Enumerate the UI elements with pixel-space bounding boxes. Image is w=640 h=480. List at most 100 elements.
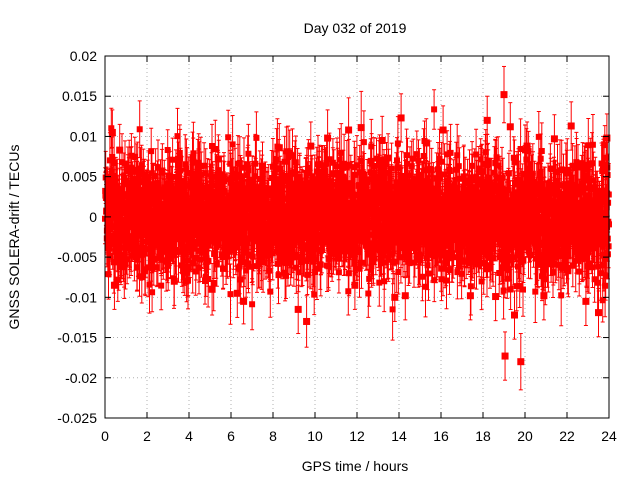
data-point	[108, 109, 116, 156]
y-tick-label: 0	[89, 209, 97, 225]
point-marker	[422, 139, 430, 147]
point-marker	[517, 358, 525, 366]
x-tick-label: 12	[349, 428, 365, 444]
x-tick-label: 8	[269, 428, 277, 444]
point-marker	[550, 135, 558, 143]
y-tick-label: -0.02	[65, 370, 97, 386]
data-point	[345, 97, 353, 163]
point-marker	[466, 292, 474, 300]
data-point	[511, 290, 518, 340]
point-marker	[378, 136, 386, 144]
x-tick-label: 2	[143, 428, 151, 444]
point-marker	[294, 305, 302, 313]
point-marker	[170, 277, 178, 285]
point-marker	[492, 293, 500, 301]
x-tick-label: 24	[601, 428, 617, 444]
data-point	[324, 109, 332, 167]
data-cloud	[102, 89, 612, 341]
point-marker	[108, 128, 116, 136]
data-points	[102, 65, 611, 391]
point-marker	[214, 155, 222, 163]
data-point	[303, 295, 311, 348]
point-marker	[501, 352, 509, 360]
data-point	[240, 278, 248, 325]
y-tick-labels: -0.025 -0.02 -0.015 -0.01 -0.005 0 0.005 0.01 0.…	[57, 48, 97, 426]
x-axis-label: GPS time / hours	[302, 458, 409, 474]
x-tick-label: 14	[391, 428, 407, 444]
axis-ticks	[104, 55, 610, 419]
point-marker	[116, 146, 124, 154]
point-marker	[307, 142, 315, 150]
data-point	[378, 115, 386, 166]
point-marker	[275, 144, 283, 152]
data-point	[397, 93, 405, 143]
data-point	[307, 121, 315, 171]
data-point	[391, 272, 399, 322]
data-point	[233, 268, 241, 318]
point-marker	[439, 126, 447, 134]
data-point	[540, 271, 548, 321]
point-marker	[110, 281, 118, 289]
y-tick-label: 0.015	[62, 88, 97, 104]
point-marker	[603, 134, 611, 142]
data-point	[439, 105, 447, 155]
x-tick-label: 10	[307, 428, 323, 444]
y-axis-label: GNSS SOLERA-drift / TECUs	[6, 145, 22, 330]
y-tick-label: 0.005	[62, 169, 97, 185]
point-marker	[500, 91, 508, 99]
data-point	[275, 123, 283, 173]
data-point	[116, 123, 124, 177]
data-point	[483, 95, 491, 145]
point-marker	[483, 116, 491, 124]
x-tick-label: 22	[559, 428, 575, 444]
data-point	[466, 271, 474, 321]
data-point	[595, 287, 602, 338]
point-marker	[523, 142, 531, 150]
point-marker	[102, 189, 110, 197]
point-marker	[567, 122, 575, 130]
data-point	[603, 113, 611, 163]
data-point	[294, 284, 302, 335]
point-marker	[303, 317, 311, 325]
data-point	[506, 102, 514, 152]
point-marker	[397, 114, 405, 122]
data-point	[110, 260, 118, 310]
data-point	[357, 90, 365, 165]
data-point	[351, 260, 359, 310]
data-point	[550, 114, 558, 164]
point-marker	[595, 309, 602, 317]
data-point	[189, 137, 197, 187]
x-tick-labels: 0 2 4 6 8 10 12 14 16 18 20 22 24	[101, 428, 617, 444]
point-marker	[511, 311, 518, 319]
point-marker	[401, 292, 409, 300]
x-tick-label: 0	[101, 428, 109, 444]
x-tick-label: 4	[185, 428, 193, 444]
chart-title: Day 032 of 2019	[304, 20, 407, 36]
x-tick-label: 6	[227, 428, 235, 444]
x-tick-label: 16	[433, 428, 449, 444]
point-marker	[345, 126, 353, 134]
x-tick-label: 20	[517, 428, 533, 444]
y-tick-label: -0.01	[65, 289, 97, 305]
data-point	[175, 141, 182, 188]
y-tick-label: -0.005	[57, 249, 97, 265]
y-tick-label: -0.015	[57, 330, 97, 346]
data-point	[170, 256, 178, 306]
point-marker	[351, 281, 359, 289]
data-point	[582, 276, 590, 326]
y-tick-label: 0.01	[70, 128, 97, 144]
point-marker	[240, 297, 248, 305]
point-marker	[391, 293, 399, 301]
point-marker	[582, 297, 590, 305]
data-point	[259, 141, 266, 191]
y-tick-label: 0.02	[70, 48, 97, 64]
point-marker	[324, 134, 332, 142]
point-marker	[357, 124, 365, 132]
data-point	[422, 118, 430, 168]
data-cloud-markers	[102, 106, 612, 313]
data-point	[567, 101, 575, 151]
data-point	[401, 271, 409, 321]
y-tick-label: -0.025	[57, 410, 97, 426]
point-marker	[189, 158, 197, 166]
